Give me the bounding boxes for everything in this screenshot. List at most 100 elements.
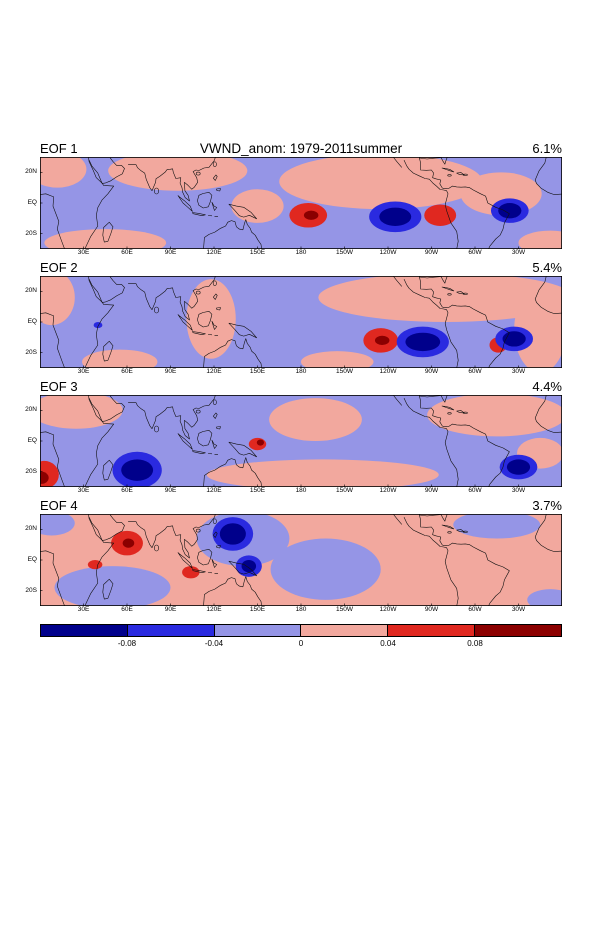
contour-blob xyxy=(453,514,541,539)
coastline xyxy=(84,514,114,606)
coastline xyxy=(211,201,218,211)
lon-tick-label: 90E xyxy=(164,487,177,494)
island-coastline xyxy=(154,187,160,195)
map-wrap: 20N EQ 20S xyxy=(25,514,562,606)
lon-tick-label: 60W xyxy=(468,487,482,494)
contour-blob xyxy=(518,230,562,249)
variance-label: 4.4% xyxy=(532,379,562,394)
lon-tick-label: 150W xyxy=(336,606,353,613)
lon-tick-label: 30W xyxy=(511,606,526,613)
contour-blob xyxy=(40,276,75,326)
contour-blob xyxy=(44,229,167,249)
lon-tick-label: 120E xyxy=(206,606,222,613)
coastline xyxy=(197,192,213,209)
colorbar-segment xyxy=(214,625,302,636)
coastline xyxy=(440,395,448,403)
island-coastline xyxy=(463,411,468,415)
colorbar-segment xyxy=(475,625,561,636)
contour-blob xyxy=(405,332,441,352)
contour-blob xyxy=(374,335,390,345)
coastline xyxy=(211,558,218,568)
coastline xyxy=(534,276,562,314)
figure-title: VWND_anom: 1979-2011summer xyxy=(199,141,403,156)
eof-figure: EOF 1 VWND_anom: 1979-2011summer 6.1% 20… xyxy=(25,140,562,651)
coastline xyxy=(444,304,510,368)
contour-blob xyxy=(498,203,522,219)
coastline xyxy=(228,322,257,339)
coastline xyxy=(419,157,441,160)
coastline xyxy=(203,457,262,487)
lon-tick-label: 90W xyxy=(424,249,439,256)
lon-tick-label: 150W xyxy=(336,487,353,494)
map-eof-3 xyxy=(40,395,562,487)
lon-axis: 30E 60E 90E 120E 150E 180 150W 120W 90W 60W 30W xyxy=(40,487,562,495)
contour-blob xyxy=(379,207,412,226)
coastline xyxy=(444,423,510,487)
lon-tick-label: 180 xyxy=(295,368,307,375)
coastline xyxy=(40,193,65,249)
contour-blob xyxy=(269,398,362,441)
coastline xyxy=(128,395,216,440)
lon-tick-label: 90W xyxy=(424,606,439,613)
lon-tick-label: 90W xyxy=(424,487,439,494)
panel-label: EOF 3 xyxy=(40,379,78,394)
island-coastline xyxy=(212,518,217,524)
contour-blob xyxy=(93,322,103,329)
coastline xyxy=(40,431,65,487)
coastline xyxy=(418,395,445,427)
lon-tick-label: 180 xyxy=(295,606,307,613)
lon-tick-label: 180 xyxy=(295,249,307,256)
lon-tick-label: 120W xyxy=(379,487,397,494)
coastline xyxy=(418,514,445,546)
coastline xyxy=(192,569,206,573)
coastline xyxy=(102,459,114,481)
coastline xyxy=(440,276,448,284)
coastline xyxy=(197,430,213,447)
contour-blob xyxy=(241,560,257,573)
contour-blob xyxy=(206,459,439,487)
contour-blob xyxy=(231,189,284,223)
contour-blob xyxy=(40,157,87,188)
coastline xyxy=(228,560,257,577)
island-coastline xyxy=(447,174,452,177)
coastline xyxy=(213,531,218,538)
lon-tick-label: 120E xyxy=(206,368,222,375)
map-border xyxy=(40,276,562,368)
island-coastline xyxy=(212,399,217,405)
lat-tick-label: 20N xyxy=(25,406,37,414)
coastline xyxy=(444,542,510,606)
map-eof-4 xyxy=(40,514,562,606)
coastline xyxy=(456,410,465,414)
coastline xyxy=(441,405,455,411)
lon-tick-label: 150E xyxy=(249,606,266,613)
lon-tick-label: 60W xyxy=(468,368,482,375)
lat-tick-label: 20S xyxy=(25,586,37,594)
lon-axis: 30E 60E 90E 120E 150E 180 150W 120W 90W 60W 30W xyxy=(40,249,562,257)
panel-label: EOF 1 xyxy=(40,141,78,156)
contour-blob xyxy=(303,210,319,220)
island-coastline xyxy=(463,173,468,177)
island-coastline xyxy=(447,293,452,296)
contour-blob xyxy=(87,560,103,570)
coastline xyxy=(419,514,441,517)
coastline xyxy=(441,286,455,292)
coastline xyxy=(216,426,221,430)
lon-axis: 30E 60E 90E 120E 150E 180 150W 120W 90W 60W 30W xyxy=(40,606,562,614)
map-border xyxy=(40,157,562,249)
coastline xyxy=(213,293,218,300)
lat-tick-label: 20N xyxy=(25,168,37,176)
map-eof-1 xyxy=(40,157,562,249)
lon-tick-label: 90E xyxy=(164,606,177,613)
colorbar-segment xyxy=(388,625,476,636)
coastline xyxy=(40,312,65,368)
map-wrap: 20N EQ 20S xyxy=(25,157,562,249)
lat-tick-label: 20N xyxy=(25,525,37,533)
lon-tick-label: 150W xyxy=(336,368,353,375)
island-coastline xyxy=(195,528,201,533)
lon-tick-label: 30E xyxy=(77,606,90,613)
coastline xyxy=(211,320,218,330)
lon-tick-label: 120W xyxy=(379,368,397,375)
coastline xyxy=(102,221,114,243)
coastline xyxy=(419,276,441,279)
coastline xyxy=(207,572,219,574)
